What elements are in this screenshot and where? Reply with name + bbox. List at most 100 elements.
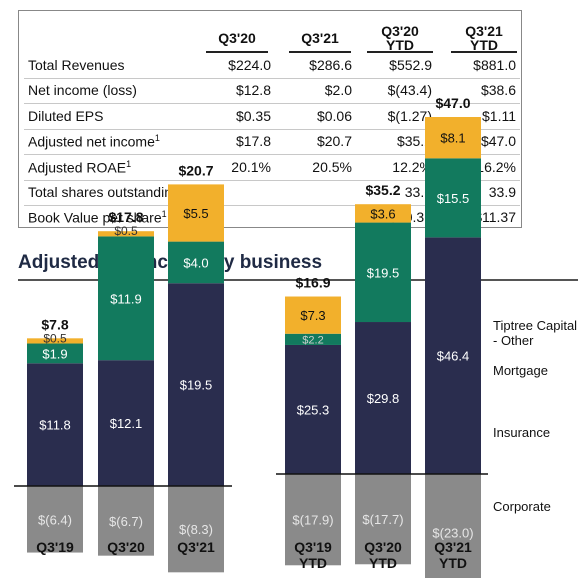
column-header-rule	[367, 51, 433, 53]
bar-total-label: $47.0	[435, 95, 470, 111]
footnote-marker: 1	[154, 133, 160, 144]
column-header: Q3'21	[301, 30, 339, 46]
column-header-line2: YTD	[386, 37, 414, 53]
table-cell: $1.11	[482, 107, 516, 124]
bar-segment-insurance	[355, 322, 411, 474]
bar-segment-insurance	[425, 237, 481, 474]
table-cell: $0.06	[316, 107, 352, 124]
financial-summary-table	[18, 10, 522, 228]
row-divider	[24, 78, 520, 79]
data-label-tiptree-other: $8.1	[440, 131, 465, 146]
category-tick-label: YTD	[369, 555, 397, 571]
bar-segment-tiptree-capital	[168, 184, 224, 242]
bar-total-label: $20.7	[178, 162, 213, 178]
table-cell: $881.0	[473, 57, 516, 73]
table-cell: $0.35	[235, 107, 271, 124]
legend-entry: - Other	[493, 333, 534, 348]
row-label: Adjusted net income1	[28, 133, 160, 150]
row-label: Total Revenues	[28, 57, 125, 73]
data-label-corporate: $(17.9)	[292, 513, 333, 528]
data-label-insurance: $46.4	[437, 349, 470, 364]
data-label-corporate: $(6.7)	[109, 514, 143, 529]
bar-segment-mortgage	[285, 333, 341, 345]
legend-entry: Insurance	[493, 425, 550, 440]
bar-segment-mortgage	[425, 158, 481, 238]
table-cell: 12.2%	[392, 158, 432, 175]
data-label-mortgage: $1.9	[42, 346, 67, 361]
table-cell: 33.9	[488, 184, 516, 200]
column-header-line1: Q3'21	[465, 23, 503, 39]
bar-total-label: $17.8	[108, 209, 143, 225]
row-divider	[24, 205, 520, 206]
table-cell: $(43.4)	[387, 82, 432, 99]
footnote-marker: 1	[126, 158, 132, 169]
table-cell: 20.1%	[231, 158, 271, 175]
data-label-corporate: $(17.7)	[362, 512, 403, 527]
data-label-insurance: $29.8	[367, 391, 400, 406]
column-header-line2: YTD	[470, 37, 498, 53]
data-label-insurance: $25.3	[297, 402, 330, 417]
table-cell: $286.6	[309, 57, 352, 73]
row-divider	[24, 154, 520, 156]
bar-segment-corporate	[168, 486, 224, 573]
data-label-tiptree-other: $3.6	[370, 206, 395, 221]
data-label-corporate: $(6.4)	[38, 512, 72, 527]
row-label: Net income (loss)	[28, 82, 137, 99]
bar-segment-tiptree-capital	[285, 296, 341, 334]
data-label-mortgage: $15.5	[437, 191, 470, 206]
legend-entry: Mortgage	[493, 363, 548, 378]
row-divider	[24, 179, 520, 181]
column-header: Q3'20 YTD	[365, 24, 435, 52]
row-divider	[24, 103, 520, 105]
bar-segment-tiptree-capital	[27, 338, 83, 344]
column-header-rule	[451, 51, 517, 53]
table-cell: $11.37	[474, 209, 516, 226]
table-cell: $2.0	[324, 82, 352, 99]
data-label-insurance: $19.5	[180, 378, 213, 393]
table-cell: 20.5%	[312, 158, 352, 175]
bar-segment-insurance	[98, 360, 154, 486]
bar-segment-corporate	[355, 474, 411, 565]
bar-segment-insurance	[285, 344, 341, 474]
category-tick-label: YTD	[439, 555, 467, 571]
footnote-marker: 1	[161, 209, 167, 220]
column-header-line1: Q3'20	[381, 23, 419, 39]
column-header-rule	[289, 51, 351, 53]
bar-segment-tiptree-capital	[355, 204, 411, 223]
column-header: Q3'20	[218, 30, 256, 46]
data-label-tiptree-other: $0.5	[114, 224, 138, 238]
bar-segment-insurance	[168, 283, 224, 486]
category-tick-label: Q3'19	[294, 539, 332, 555]
data-label-tiptree-other: $5.5	[183, 206, 208, 221]
row-divider	[24, 128, 520, 130]
table-cell: $(1.27)	[387, 107, 432, 124]
category-tick-label: Q3'20	[107, 539, 145, 555]
bar-segment-mortgage	[355, 222, 411, 323]
data-label-insurance: $12.1	[110, 416, 143, 431]
title-rule	[18, 279, 578, 281]
bar-total-label: $7.8	[41, 316, 68, 332]
category-tick-label: Q3'19	[36, 539, 74, 555]
bar-total-label: $16.9	[295, 275, 330, 291]
bar-segment-corporate	[425, 474, 481, 578]
bar-total-label: $35.2	[365, 182, 400, 198]
table-cell: $35.2	[396, 133, 432, 150]
column-header-rule	[206, 51, 268, 53]
table-cell: $47.0	[480, 133, 516, 150]
column-header: Q3'21 YTD	[449, 24, 519, 52]
data-label-mortgage: $11.9	[110, 291, 142, 306]
bar-segment-corporate	[98, 486, 154, 556]
row-label: Adjusted ROAE1	[28, 158, 132, 176]
category-tick-label: YTD	[299, 555, 327, 571]
row-label: Book Value per share1	[28, 209, 167, 227]
data-label-mortgage: $4.0	[183, 255, 208, 270]
category-tick-label: Q3'20	[364, 539, 402, 555]
bar-segment-insurance	[27, 363, 83, 486]
table-cell: $12.8	[235, 82, 271, 99]
bar-segment-mortgage	[168, 241, 224, 284]
data-label-mortgage: $19.5	[367, 265, 400, 280]
bar-segment-corporate	[285, 474, 341, 566]
bar-segment-corporate	[27, 486, 83, 553]
category-tick-label: Q3'21	[177, 539, 215, 555]
